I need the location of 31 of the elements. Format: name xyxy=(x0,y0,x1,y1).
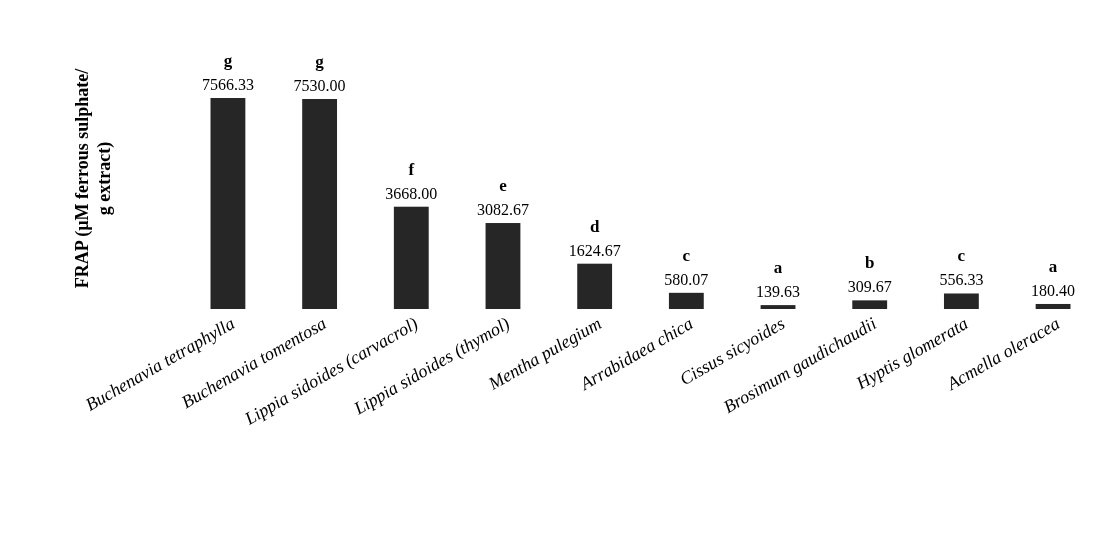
bar xyxy=(943,293,979,309)
annotation: g xyxy=(315,52,325,72)
bar xyxy=(852,300,888,309)
annotation: a xyxy=(773,258,783,278)
annotation: d xyxy=(589,216,600,236)
bar xyxy=(302,99,338,309)
annotation: e xyxy=(499,176,508,196)
annotation: a xyxy=(1048,256,1058,276)
y-axis-title: FRAP (µM ferrous sulphate/ g extract) xyxy=(72,67,115,289)
data-label: 7566.33 xyxy=(201,76,254,93)
data-label: 309.67 xyxy=(847,278,892,296)
data-label: 556.33 xyxy=(939,271,984,289)
data-label: 1624.67 xyxy=(568,241,621,259)
bar xyxy=(668,292,704,309)
bar xyxy=(577,263,613,309)
annotation: b xyxy=(864,253,875,273)
annotation: g xyxy=(223,51,233,70)
data-label: 180.40 xyxy=(1031,281,1076,299)
data-label: 580.07 xyxy=(664,270,709,288)
bar xyxy=(210,98,246,309)
annotation: f xyxy=(408,159,415,179)
data-label: 139.63 xyxy=(756,283,801,301)
bar xyxy=(393,206,429,309)
bar xyxy=(485,223,521,309)
data-label: 7530.00 xyxy=(293,77,346,95)
data-label: 3082.67 xyxy=(476,201,529,219)
annotation: c xyxy=(957,246,966,266)
annotation: c xyxy=(682,245,691,265)
bar xyxy=(760,305,796,309)
bar xyxy=(1035,303,1071,309)
data-label: 3668.00 xyxy=(385,184,438,202)
